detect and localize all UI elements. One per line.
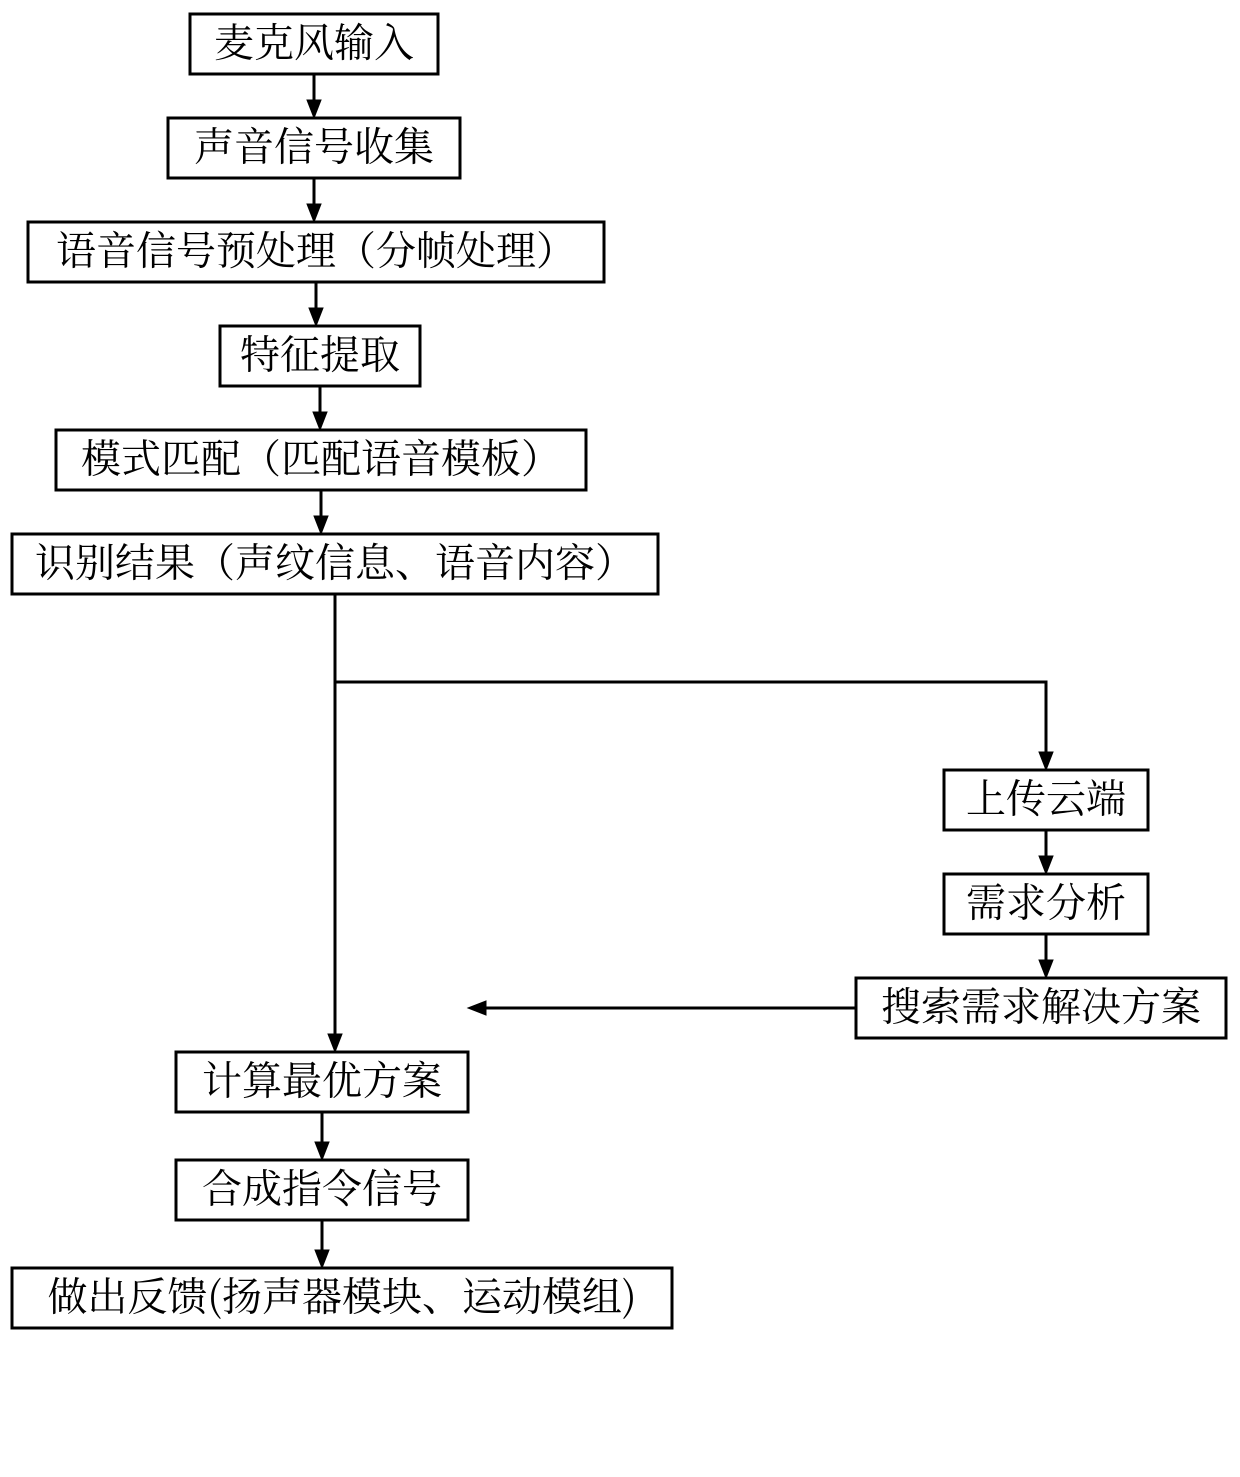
node-n7: 上传云端 [944, 767, 1148, 830]
node-n6: 识别结果（声纹信息、语音内容） [12, 531, 658, 594]
node-label: 语音信号预处理（分帧处理） [56, 219, 576, 276]
node-label: 计算最优方案 [202, 1049, 442, 1106]
node-n10: 计算最优方案 [176, 1049, 468, 1112]
node-n5: 模式匹配（匹配语音模板） [56, 427, 586, 490]
node-label: 特征提取 [240, 323, 400, 380]
node-n3: 语音信号预处理（分帧处理） [28, 219, 604, 282]
flowchart: 麦克风输入声音信号收集语音信号预处理（分帧处理） 特征提取模式匹配（匹配语音模板）… [0, 0, 1240, 1477]
node-label: 搜索需求解决方案 [881, 975, 1201, 1032]
node-n12: 做出反馈(扬声器模块、运动模组) [12, 1265, 672, 1328]
node-label: 做出反馈(扬声器模块、运动模组) [47, 1265, 636, 1322]
node-label: 麦克风输入 [214, 11, 414, 68]
node-label: 声音信号收集 [194, 115, 434, 172]
edge-n6-n7 [335, 594, 1046, 754]
node-n2: 声音信号收集 [168, 115, 460, 178]
node-label: 模式匹配（匹配语音模板） [81, 427, 561, 484]
node-n11: 合成指令信号 [176, 1157, 468, 1220]
node-n1: 麦克风输入 [190, 11, 438, 74]
node-n4: 特征提取 [220, 323, 420, 386]
node-label: 需求分析 [966, 871, 1126, 928]
node-n9: 搜索需求解决方案 [856, 975, 1226, 1038]
node-label: 上传云端 [966, 767, 1126, 824]
node-label: 识别结果（声纹信息、语音内容） [35, 531, 635, 588]
node-label: 合成指令信号 [202, 1157, 442, 1214]
node-n8: 需求分析 [944, 871, 1148, 934]
